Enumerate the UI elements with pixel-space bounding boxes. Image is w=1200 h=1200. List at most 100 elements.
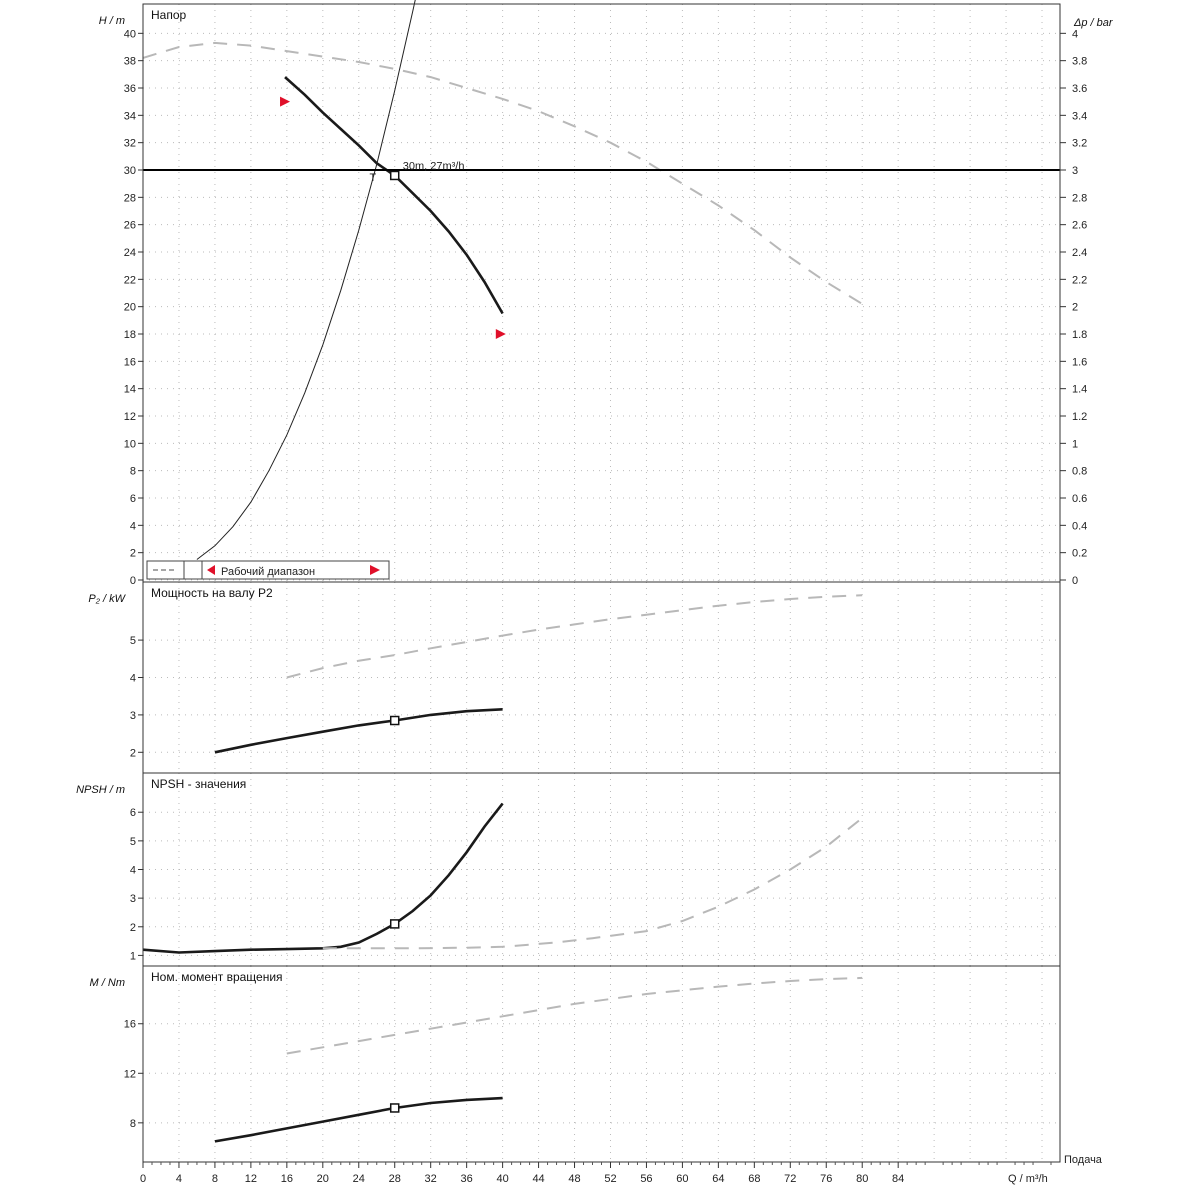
series-max_speed bbox=[286, 594, 863, 679]
y-tick-label: 0 bbox=[130, 575, 136, 587]
y2-tick-label: 2 bbox=[1072, 302, 1078, 314]
panel-title: Ном. момент вращения bbox=[151, 970, 283, 984]
y-tick-label: 1 bbox=[130, 950, 136, 962]
range-marker-icon bbox=[280, 96, 291, 107]
x-tick-label: 28 bbox=[389, 1173, 401, 1185]
y-tick-label: 2 bbox=[130, 747, 136, 759]
y-tick-label: 16 bbox=[124, 1019, 136, 1031]
panel-frame bbox=[142, 3, 1061, 583]
y-axis-label: P₂ / kW bbox=[88, 593, 126, 605]
y2-tick-label: 3.6 bbox=[1072, 83, 1087, 95]
x-tick-label: 0 bbox=[140, 1173, 146, 1185]
series-system_curve bbox=[196, 0, 416, 560]
y2-tick-label: 3.4 bbox=[1072, 110, 1087, 122]
x-axis-label: Подача bbox=[1064, 1154, 1103, 1166]
x-tick-label: 84 bbox=[892, 1173, 904, 1185]
y-tick-label: 20 bbox=[124, 302, 136, 314]
curves-layer: 30m, 27m³/h T bbox=[142, 0, 1060, 1143]
y-tick-label: 8 bbox=[130, 466, 136, 478]
y-tick-label: 10 bbox=[124, 438, 136, 450]
y-tick-label: 32 bbox=[124, 138, 136, 150]
operating-point-marker bbox=[389, 919, 400, 929]
series-max_speed_curve bbox=[142, 41, 863, 305]
y-axis-label: H / m bbox=[99, 15, 125, 27]
axes-layer: 0246810121416182022242628303234363840Нап… bbox=[76, 3, 1114, 1185]
x-tick-label: 32 bbox=[425, 1173, 437, 1185]
panel-title: Мощность на валу P2 bbox=[151, 586, 273, 600]
y-tick-label: 18 bbox=[124, 329, 136, 341]
x-tick-label: 60 bbox=[676, 1173, 688, 1185]
y-tick-label: 6 bbox=[130, 807, 136, 819]
series-max_speed bbox=[322, 817, 863, 950]
y-tick-label: 22 bbox=[124, 274, 136, 286]
series-max_speed bbox=[286, 976, 863, 1055]
x-tick-label: 36 bbox=[461, 1173, 473, 1185]
y-axis-label: NPSH / m bbox=[76, 784, 125, 796]
y-tick-label: 3 bbox=[130, 710, 136, 722]
series-nominal bbox=[142, 802, 504, 954]
x-tick-label: 64 bbox=[712, 1173, 724, 1185]
y2-tick-label: 0.6 bbox=[1072, 493, 1087, 505]
y-tick-label: 28 bbox=[124, 192, 136, 204]
x-tick-label: 24 bbox=[353, 1173, 365, 1185]
range-marker-icon bbox=[495, 329, 506, 339]
y-tick-label: 2 bbox=[130, 548, 136, 560]
y-tick-label: 4 bbox=[130, 673, 136, 685]
panel-frame bbox=[142, 772, 1061, 967]
y-tick-label: 30 bbox=[124, 165, 136, 177]
x-tick-label: 80 bbox=[856, 1173, 868, 1185]
y-tick-label: 2 bbox=[130, 922, 136, 934]
grid-layer bbox=[143, 4, 1060, 1162]
y2-tick-label: 1.8 bbox=[1072, 329, 1087, 341]
legend-box bbox=[146, 560, 390, 580]
x-tick-label: 48 bbox=[568, 1173, 580, 1185]
y-tick-label: 4 bbox=[130, 520, 136, 532]
y-tick-label: 12 bbox=[124, 1068, 136, 1080]
y-axis-label: M / Nm bbox=[90, 977, 125, 989]
operating-point-marker bbox=[389, 170, 400, 181]
y-tick-label: 14 bbox=[124, 384, 136, 396]
y-tick-label: 8 bbox=[130, 1118, 136, 1130]
y-tick-label: 12 bbox=[124, 411, 136, 423]
x-tick-label: 68 bbox=[748, 1173, 760, 1185]
y2-tick-label: 1 bbox=[1072, 438, 1078, 450]
x-tick-label: 4 bbox=[176, 1173, 182, 1185]
series-nominal bbox=[214, 1096, 503, 1143]
legend-right-marker-icon bbox=[370, 565, 380, 575]
y2-tick-label: 0 bbox=[1072, 575, 1078, 587]
y2-tick-label: 0.4 bbox=[1072, 520, 1087, 532]
y-tick-label: 36 bbox=[124, 83, 136, 95]
y2-tick-label: 0.8 bbox=[1072, 466, 1087, 478]
y-tick-label: 16 bbox=[124, 356, 136, 368]
x-axis-unit: Q / m³/h bbox=[1008, 1173, 1048, 1185]
y2-tick-label: 2.6 bbox=[1072, 220, 1087, 232]
y-tick-label: 40 bbox=[124, 28, 136, 40]
y2-tick-label: 3 bbox=[1072, 165, 1078, 177]
panel-title: Напор bbox=[151, 8, 187, 22]
operating-point-marker bbox=[389, 1103, 400, 1113]
panel-frame bbox=[142, 581, 1061, 774]
y-tick-label: 5 bbox=[130, 635, 136, 647]
panel-title: NPSH - значения bbox=[151, 777, 246, 791]
series-nominal bbox=[214, 708, 503, 754]
legend-range-label: Рабочий диапазон bbox=[221, 566, 315, 578]
y2-tick-label: 3.2 bbox=[1072, 138, 1087, 150]
duty-point-marker: T bbox=[370, 172, 377, 184]
x-tick-label: 40 bbox=[496, 1173, 508, 1185]
y2-tick-label: 1.4 bbox=[1072, 384, 1087, 396]
y2-tick-label: 1.6 bbox=[1072, 356, 1087, 368]
y-tick-label: 5 bbox=[130, 836, 136, 848]
y-tick-label: 26 bbox=[124, 220, 136, 232]
x-tick-label: 52 bbox=[604, 1173, 616, 1185]
series-pump_curve bbox=[284, 76, 504, 315]
y2-tick-label: 4 bbox=[1072, 28, 1078, 40]
y2-axis-label: Δp / bar bbox=[1073, 17, 1114, 29]
y2-tick-label: 0.2 bbox=[1072, 548, 1087, 560]
panel-frame bbox=[142, 965, 1061, 1163]
x-tick-label: 76 bbox=[820, 1173, 832, 1185]
x-tick-label: 56 bbox=[640, 1173, 652, 1185]
operating-point-label: 30m, 27m³/h bbox=[403, 160, 465, 172]
operating-point-marker bbox=[389, 715, 400, 726]
y-tick-label: 4 bbox=[130, 865, 136, 877]
